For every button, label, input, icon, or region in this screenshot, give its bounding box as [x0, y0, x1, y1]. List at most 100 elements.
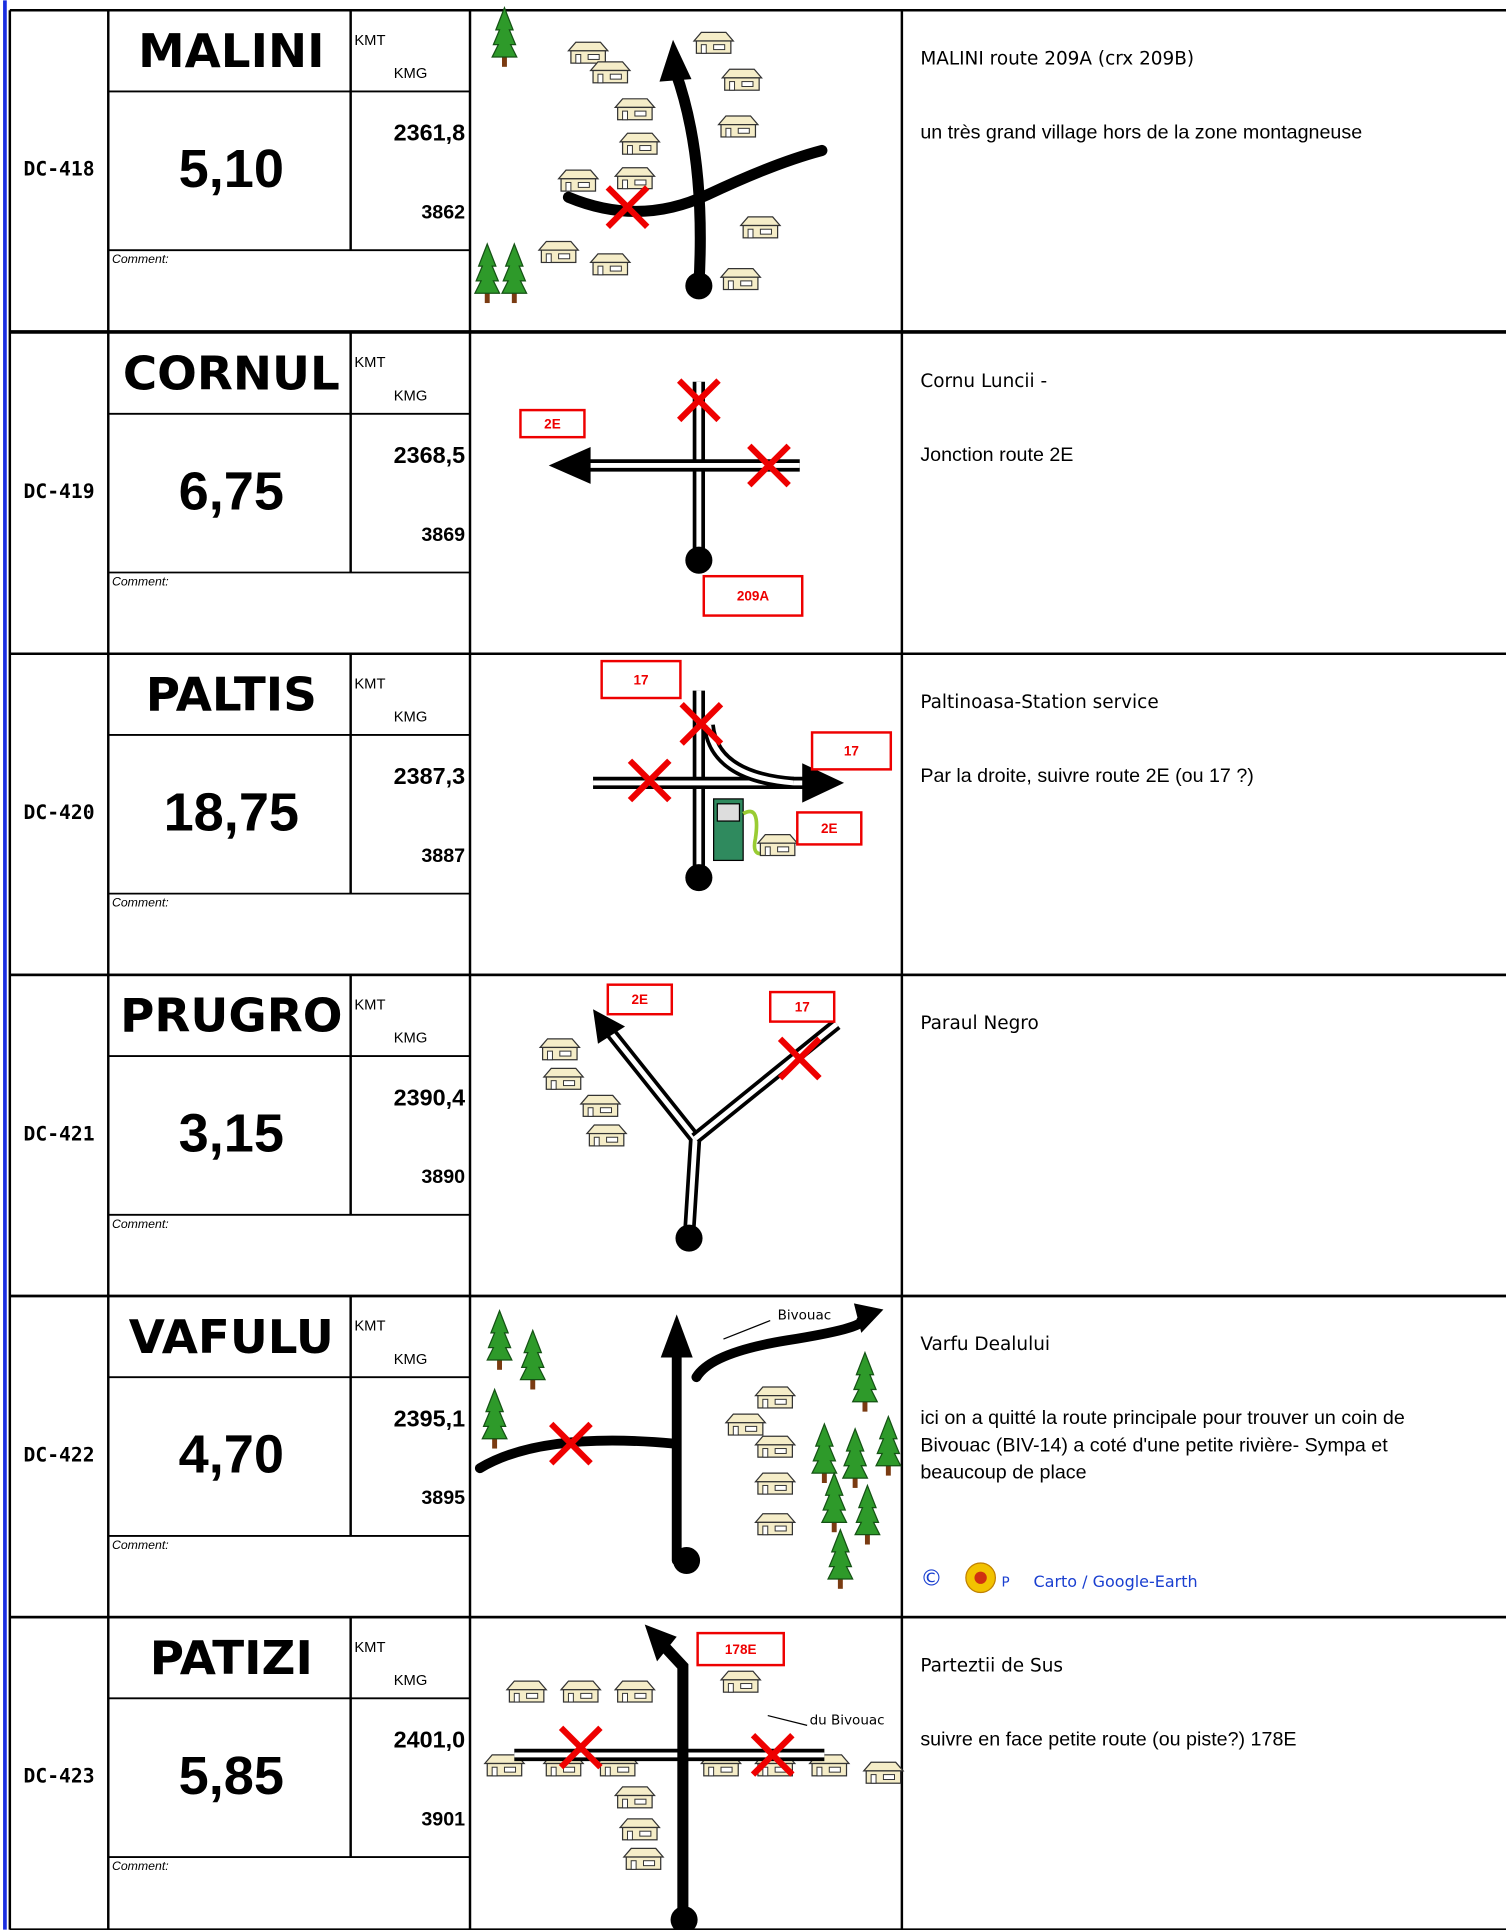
note: Jonction route 2E [920, 444, 1073, 466]
house-window [559, 1050, 572, 1057]
house [618, 132, 661, 155]
house-window [563, 1766, 576, 1773]
map-label: Bivouac [778, 1308, 832, 1324]
pointer [723, 1320, 771, 1340]
cross [627, 758, 672, 803]
house-roof [618, 132, 661, 143]
road [474, 1435, 680, 1474]
house [559, 1680, 602, 1703]
tree-trunk [492, 1436, 498, 1449]
tree-trunk [497, 1357, 502, 1370]
waypoint-id: DC-423 [24, 1765, 95, 1788]
tree-trunk [885, 1463, 891, 1476]
tree-trunk [837, 1576, 843, 1589]
house [719, 1670, 762, 1693]
house-window [828, 1766, 841, 1773]
house-door [700, 44, 707, 54]
house-door [622, 1692, 628, 1703]
house [720, 68, 763, 91]
km-total: 2387,3 [394, 763, 465, 789]
waypoint-name: PRUGRO [120, 990, 342, 1044]
house-roof [754, 1435, 797, 1446]
route-sign-label: 17 [634, 672, 649, 687]
start-dot [685, 546, 713, 574]
house-door [550, 1766, 557, 1777]
comment-label: Comment: [112, 575, 169, 589]
house-window [558, 253, 571, 260]
route-sign [696, 1631, 785, 1667]
house-window [639, 145, 652, 151]
house-roof [862, 1761, 905, 1772]
house [754, 1435, 797, 1458]
house-roof [589, 253, 632, 264]
note: Varfu Dealului [920, 1334, 1050, 1355]
house-door [725, 127, 732, 138]
house-window [713, 44, 726, 51]
house-window [634, 179, 647, 186]
road-inner [605, 1027, 698, 1236]
route-sign-label: 2E [632, 992, 649, 1007]
house-door [597, 73, 604, 84]
house [618, 1818, 661, 1841]
house-window [759, 228, 772, 235]
kmt-label: KMT [354, 33, 385, 49]
tree [851, 1350, 879, 1403]
house-roof [537, 240, 580, 251]
house-door [545, 253, 552, 263]
house-window [745, 1425, 758, 1432]
house-roof [505, 1680, 548, 1691]
house-window [741, 81, 754, 87]
credit-letter: P [1002, 1575, 1010, 1591]
route-sign [702, 574, 804, 617]
house-roof [559, 1680, 602, 1691]
house [739, 216, 782, 239]
house-window [617, 1766, 630, 1773]
km-partial: 3895 [421, 1487, 465, 1509]
house-door [870, 1774, 877, 1784]
arrow-head [660, 1314, 693, 1358]
route-sign [606, 983, 674, 1016]
note: Cornu Luncii - [920, 371, 1047, 392]
house-door [732, 1425, 739, 1436]
route-sign [810, 731, 893, 771]
waypoint-name: MALINI [138, 25, 324, 79]
waypoint-id: DC-422 [24, 1443, 95, 1466]
route-sign-label: 209A [737, 589, 770, 604]
house-roof [613, 1786, 656, 1797]
kmg-label: KMG [394, 710, 428, 726]
distance: 3,15 [179, 1104, 284, 1164]
house [754, 1513, 797, 1536]
house-roof [567, 41, 610, 52]
house-door [762, 1766, 769, 1777]
pointer [767, 1714, 808, 1726]
house [754, 1472, 797, 1495]
house-door [547, 1050, 553, 1061]
house-roof [754, 1472, 797, 1483]
cross [605, 185, 650, 229]
house-roof [719, 1670, 762, 1681]
start-dot [673, 1546, 701, 1575]
house [505, 1680, 548, 1703]
tree [481, 1387, 508, 1440]
house [613, 167, 656, 190]
route-diagram: 2E 209A [519, 378, 804, 617]
house-roof [538, 1038, 581, 1049]
house-window [526, 1692, 539, 1699]
house-roof [622, 1847, 665, 1858]
house [754, 1386, 797, 1409]
house-window [609, 73, 622, 80]
road [691, 1315, 867, 1383]
house [589, 253, 632, 276]
km-partial: 3869 [421, 524, 465, 546]
tree-trunk [502, 54, 507, 67]
route-sign-label: 17 [795, 1000, 810, 1015]
house-door [604, 1766, 611, 1777]
house-door [627, 145, 633, 155]
tree [491, 6, 518, 58]
distance: 6,75 [179, 461, 284, 521]
house-door [747, 228, 754, 239]
house-door [729, 81, 736, 91]
house-roof [754, 1386, 797, 1397]
km-total: 2395,1 [394, 1405, 465, 1431]
waypoint-id: DC-421 [24, 1122, 95, 1145]
